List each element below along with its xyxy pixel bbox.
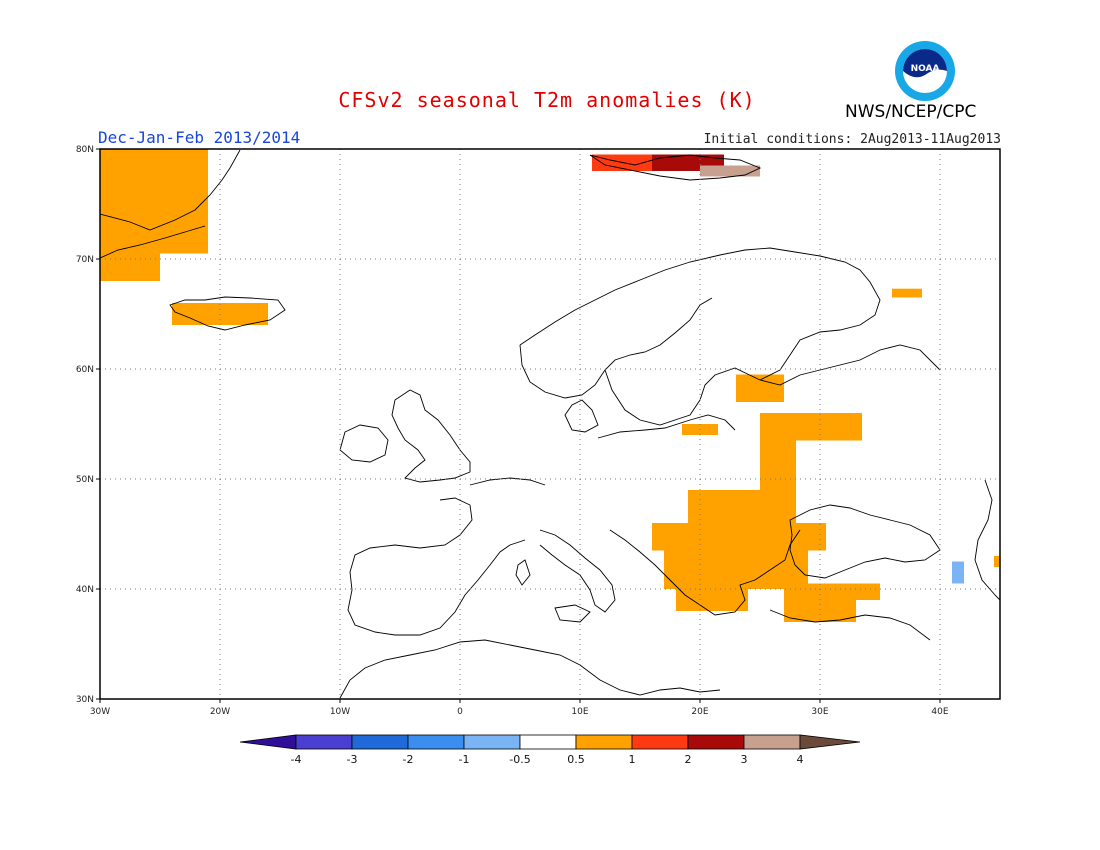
anomaly-cell	[784, 600, 856, 622]
lon-label: 10W	[330, 707, 350, 717]
anomaly-cell	[688, 490, 796, 523]
anomaly-cell	[760, 435, 796, 490]
lat-label: 50N	[76, 475, 94, 485]
lon-label: 0	[457, 707, 463, 717]
colorbar-swatch	[463, 734, 521, 750]
lon-label: 10E	[571, 707, 588, 717]
season-label: Dec-Jan-Feb 2013/2014	[98, 128, 301, 147]
lat-label: 70N	[76, 255, 94, 265]
anomaly-cell	[652, 523, 826, 551]
colorbar-label: -2	[403, 753, 414, 766]
colorbar-swatch	[295, 734, 353, 750]
lon-label: 30E	[811, 707, 828, 717]
anomaly-cell	[700, 165, 760, 177]
lon-label: 40E	[931, 707, 948, 717]
colorbar-swatch	[575, 734, 633, 750]
anomaly-cell	[952, 561, 964, 584]
lat-label: 40N	[76, 585, 94, 595]
anomaly-cell	[664, 550, 808, 589]
agency-label: NWS/NCEP/CPC	[845, 102, 977, 122]
colorbar-swatch	[351, 734, 409, 750]
colorbar-swatch	[519, 734, 577, 750]
chart-title: CFSv2 seasonal T2m anomalies (K)	[338, 88, 756, 112]
graticule	[100, 149, 1000, 699]
colorbar-label: 0.5	[567, 753, 585, 766]
map-frame	[99, 148, 1001, 700]
anomaly-cell	[676, 589, 748, 611]
colorbar-arrow-left	[239, 734, 297, 750]
colorbar: -4 -3 -2 -1 -0.5 0.5 1 2 3 4	[239, 734, 861, 766]
anomaly-cell	[994, 556, 1000, 567]
anomaly-cell	[100, 149, 208, 254]
colorbar-swatch	[407, 734, 465, 750]
anomaly-cell	[892, 288, 922, 298]
lat-label: 30N	[76, 695, 94, 705]
lon-label: 20E	[691, 707, 708, 717]
colorbar-label: -0.5	[509, 753, 530, 766]
colorbar-label: 4	[797, 753, 804, 766]
colorbar-label: 3	[741, 753, 748, 766]
colorbar-label: -4	[291, 753, 302, 766]
axis-ticks: 80N 70N 60N 50N 40N 30N 30W 20W 10W 0 10E 20E 30E 40E	[76, 145, 949, 717]
initial-conditions-label: Initial conditions: 2Aug2013-11Aug2013	[703, 132, 1001, 147]
anomaly-cells	[100, 149, 1000, 622]
anomaly-cell	[784, 583, 880, 600]
colorbar-swatch	[743, 734, 801, 750]
colorbar-label: 1	[629, 753, 636, 766]
lon-label: 30W	[90, 707, 110, 717]
lat-label: 60N	[76, 365, 94, 375]
coastlines	[100, 149, 1000, 699]
lat-label: 80N	[76, 145, 94, 155]
lon-label: 20W	[210, 707, 230, 717]
colorbar-swatch	[687, 734, 745, 750]
colorbar-swatch	[631, 734, 689, 750]
noaa-logo-text: NOAA	[911, 64, 940, 74]
colorbar-label: -3	[347, 753, 358, 766]
anomaly-cell	[736, 374, 784, 402]
colorbar-arrow-right	[799, 734, 861, 750]
colorbar-label: 2	[685, 753, 692, 766]
anomaly-cell	[100, 253, 160, 281]
noaa-logo: NOAA	[895, 41, 955, 101]
colorbar-label: -1	[459, 753, 470, 766]
